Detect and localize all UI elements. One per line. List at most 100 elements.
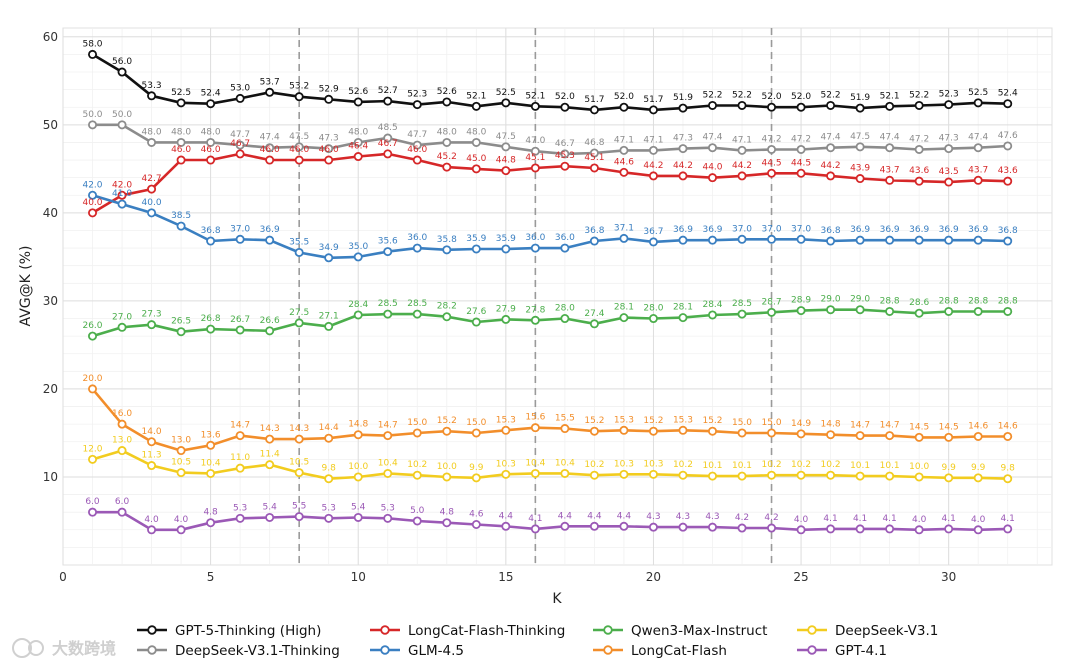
data-label: 47.2 xyxy=(762,134,782,144)
data-labels: 58.0 56.0 53.3 52.5 52.4 53.0 53.7 53.2 52.9 52.6… xyxy=(82,39,1018,524)
x-tick-label: 10 xyxy=(351,570,366,584)
data-label: 14.3 xyxy=(260,424,280,434)
data-point xyxy=(589,470,599,480)
data-label: 36.9 xyxy=(702,225,722,235)
data-point xyxy=(914,176,924,186)
data-label: 44.5 xyxy=(762,158,782,168)
data-label: 10.0 xyxy=(437,462,457,472)
data-label: 4.0 xyxy=(971,515,986,525)
data-label: 10.1 xyxy=(732,461,752,471)
data-point xyxy=(1003,474,1013,484)
data-label: 14.7 xyxy=(880,421,900,431)
data-label: 10.2 xyxy=(791,460,811,470)
data-point xyxy=(619,102,629,112)
data-point xyxy=(353,430,363,440)
data-label: 47.1 xyxy=(643,135,663,145)
legend-label: DeepSeek-V3.1 xyxy=(835,623,938,639)
data-point xyxy=(324,474,334,484)
data-label: 26.8 xyxy=(201,314,221,324)
data-point xyxy=(973,235,983,245)
series-glm-4-5 xyxy=(88,190,1013,263)
data-label: 46.0 xyxy=(201,145,221,155)
data-label: 47.5 xyxy=(850,132,870,142)
series-line xyxy=(91,388,1008,452)
data-point xyxy=(560,424,570,434)
data-label: 47.3 xyxy=(673,134,693,144)
data-point xyxy=(147,137,157,147)
data-point xyxy=(648,469,658,479)
data-label: 11.4 xyxy=(260,450,280,460)
legend-label: GPT-4.1 xyxy=(835,643,887,659)
data-label: 52.2 xyxy=(821,90,841,100)
data-label: 51.9 xyxy=(850,93,870,103)
data-label: 52.2 xyxy=(702,90,722,100)
data-label: 9.8 xyxy=(1001,464,1016,474)
data-label: 43.6 xyxy=(909,166,929,176)
data-label: 52.2 xyxy=(909,90,929,100)
data-label: 27.0 xyxy=(112,312,132,322)
data-point xyxy=(619,313,629,323)
data-point xyxy=(944,144,954,154)
legend-entry: Qwen3-Max-Instruct xyxy=(593,623,767,639)
data-point xyxy=(885,101,895,111)
data-label: 47.1 xyxy=(614,135,634,145)
series-line xyxy=(92,123,1008,156)
series-qwen3-max-instruct xyxy=(88,305,1013,341)
data-label: 27.6 xyxy=(466,307,486,317)
data-point xyxy=(353,137,363,147)
data-label: 52.4 xyxy=(201,89,221,99)
data-point xyxy=(265,87,275,97)
y-axis-label: AVG@K (%) xyxy=(18,246,34,327)
data-label: 12.0 xyxy=(82,444,102,454)
data-point xyxy=(412,428,422,438)
data-point xyxy=(176,525,186,535)
data-label: 45.2 xyxy=(437,152,457,162)
data-point xyxy=(944,235,954,245)
data-point xyxy=(206,440,216,450)
data-label: 50.0 xyxy=(112,110,132,120)
data-label: 44.2 xyxy=(643,161,663,171)
data-label: 46.7 xyxy=(378,139,398,149)
data-label: 15.5 xyxy=(555,414,575,424)
data-label: 28.8 xyxy=(939,296,959,306)
data-point xyxy=(176,98,186,108)
data-label: 14.6 xyxy=(998,421,1018,431)
legend-marker xyxy=(807,625,817,635)
legend-marker xyxy=(380,625,390,635)
data-point xyxy=(294,155,304,165)
data-label: 52.0 xyxy=(791,92,811,102)
data-point xyxy=(383,468,393,478)
data-label: 47.3 xyxy=(319,134,339,144)
data-label: 4.4 xyxy=(587,511,602,521)
data-point xyxy=(265,434,275,444)
series-line xyxy=(91,152,1008,215)
data-label: 29.0 xyxy=(850,295,870,305)
data-point xyxy=(265,143,275,153)
data-point xyxy=(973,431,983,441)
data-label: 14.3 xyxy=(289,424,309,434)
data-point xyxy=(885,143,895,153)
data-point xyxy=(914,472,924,482)
data-point xyxy=(265,235,275,245)
data-point xyxy=(530,468,540,478)
data-label: 44.8 xyxy=(496,156,516,166)
data-point xyxy=(914,525,924,535)
data-point xyxy=(589,319,599,329)
data-label: 15.3 xyxy=(496,415,516,425)
data-label: 4.0 xyxy=(912,515,927,525)
data-point xyxy=(147,320,157,330)
data-label: 4.1 xyxy=(528,514,542,524)
data-label: 44.2 xyxy=(673,161,693,171)
data-label: 5.4 xyxy=(351,502,366,512)
data-label: 13.6 xyxy=(201,430,221,440)
data-label: 26.6 xyxy=(260,316,280,326)
data-point xyxy=(707,426,717,436)
legend-entry: GPT-5-Thinking (High) xyxy=(137,623,321,639)
data-point xyxy=(117,120,127,130)
series-gpt-5-thinking-high- xyxy=(88,49,1013,115)
data-point xyxy=(353,97,363,107)
data-label: 36.9 xyxy=(909,225,929,235)
data-label: 10.3 xyxy=(496,459,516,469)
data-point xyxy=(324,433,334,443)
data-label: 36.0 xyxy=(555,233,575,243)
